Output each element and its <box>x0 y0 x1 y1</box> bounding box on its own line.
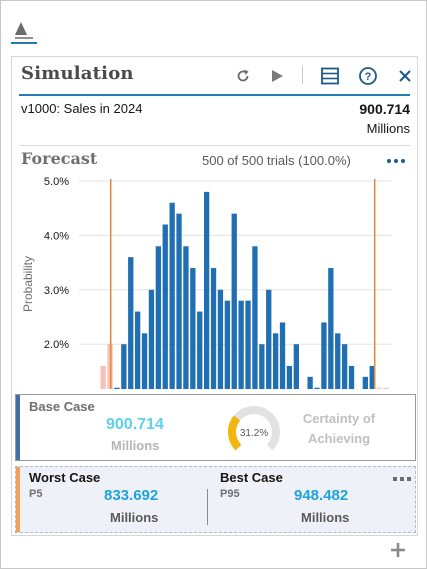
gauge-fill <box>228 415 242 451</box>
worst-best-separator <box>207 489 208 525</box>
certainty-label-line1: Certainty of <box>302 411 376 426</box>
chart-tab-icon <box>15 22 33 39</box>
histogram-bar <box>121 344 127 453</box>
histogram-bar <box>362 376 368 453</box>
histogram-bar <box>183 246 189 453</box>
y-axis-label: Probability <box>21 256 35 312</box>
header-separator <box>302 66 303 84</box>
add-icon <box>391 543 405 557</box>
worst-best-card[interactable]: Worst Case P5 833.692 Millions Best Case… <box>15 466 416 533</box>
histogram-bar <box>252 246 258 453</box>
variable-name: v1000: Sales in 2024 <box>21 101 143 116</box>
panel-header: Simulation <box>12 57 417 96</box>
histogram-bar <box>176 213 182 453</box>
y-tick-label: 2.0% <box>44 339 69 351</box>
y-tick-label: 4.0% <box>44 230 69 242</box>
forecast-title: Forecast <box>21 149 98 168</box>
section-divider <box>19 145 410 146</box>
best-case-percentile: P95 <box>220 488 240 500</box>
histogram-bar <box>272 333 279 453</box>
histogram-bar <box>376 387 382 453</box>
histogram-bar <box>245 300 251 453</box>
histogram-chart: 0.0%1.0%2.0%3.0%4.0%5.0% 819.9836.5853.2… <box>21 176 427 472</box>
histogram-bar <box>148 289 155 453</box>
histogram-bar <box>224 300 230 453</box>
forecast-more-button[interactable] <box>384 149 408 167</box>
base-case-card[interactable]: Base Case 900.714 Millions 31.2% Certain… <box>15 394 416 461</box>
table-view-icon <box>321 67 339 85</box>
help-icon: ? <box>359 67 377 85</box>
worst-best-more-button[interactable] <box>392 471 412 481</box>
histogram-bar <box>114 387 120 453</box>
variable-units: Millions <box>366 121 410 136</box>
histogram-bar <box>293 344 299 453</box>
histogram-bar <box>128 257 134 453</box>
play-icon <box>272 70 283 82</box>
worst-case-value: 833.692 <box>104 487 159 504</box>
forecast-chart: 0.0%1.0%2.0%3.0%4.0%5.0% 819.9836.5853.2… <box>12 169 427 472</box>
table-view-button[interactable] <box>319 65 341 87</box>
base-case-accent <box>16 395 20 460</box>
panel-title: Simulation <box>21 63 134 84</box>
histogram-bar <box>197 311 203 453</box>
histogram-bar <box>314 387 320 453</box>
histogram-bar <box>328 268 334 453</box>
histogram-bar <box>100 365 106 453</box>
y-tick-label: 3.0% <box>44 285 69 297</box>
histogram-bar <box>134 311 141 453</box>
histogram-bar <box>190 268 196 453</box>
histogram-bar <box>162 224 168 453</box>
histogram-bar <box>341 344 348 453</box>
histogram-bar <box>321 322 327 453</box>
simulation-panel: Simulation <box>11 56 427 536</box>
histogram-bar <box>217 289 224 453</box>
y-tick-label: 5.0% <box>44 176 69 188</box>
histogram-bar <box>203 191 210 453</box>
histogram-bar <box>383 387 389 453</box>
histogram-bar <box>238 300 244 453</box>
best-case-label: Best Case <box>220 470 283 485</box>
histogram-bar <box>286 365 293 453</box>
worst-case-percentile: P5 <box>29 488 43 500</box>
worst-best-accent <box>16 467 20 532</box>
active-tab-indicator <box>11 42 37 44</box>
chart-tab[interactable] <box>11 17 37 43</box>
worst-case-label: Worst Case <box>29 470 101 485</box>
certainty-percent: 31.2% <box>240 428 268 439</box>
base-case-units: Millions <box>111 438 160 453</box>
svg-text:?: ? <box>365 71 372 83</box>
histogram-bar <box>259 344 265 453</box>
histogram-bar <box>141 333 148 453</box>
close-icon <box>399 70 411 82</box>
histogram-bar <box>307 376 313 453</box>
more-horizontal-icon <box>393 477 411 481</box>
histogram-bar <box>348 365 355 453</box>
refresh-button[interactable] <box>232 65 254 87</box>
best-case-units: Millions <box>301 510 350 525</box>
add-button[interactable] <box>387 539 409 561</box>
play-button[interactable] <box>266 65 288 87</box>
worst-case-units: Millions <box>110 510 159 525</box>
header-accent-line <box>19 94 410 96</box>
certainty-gauge: 31.2% <box>224 403 284 453</box>
base-case-label: Base Case <box>29 399 95 414</box>
certainty-label-line2: Achieving <box>307 431 371 446</box>
histogram-bar <box>210 268 217 453</box>
more-horizontal-icon <box>387 159 405 163</box>
help-button[interactable]: ? <box>357 65 379 87</box>
trials-count: 500 of 500 trials (100.0%) <box>202 153 351 168</box>
histogram-bar <box>155 246 161 453</box>
certainty-label: Certainty of Achieving <box>294 409 384 449</box>
histogram-bar <box>335 333 341 453</box>
best-case-value: 948.482 <box>294 487 349 504</box>
histogram-bar <box>266 289 272 453</box>
histogram-bar <box>169 202 175 453</box>
variable-value: 900.714 <box>359 101 410 117</box>
close-button[interactable] <box>394 65 416 87</box>
histogram-bar <box>231 213 237 453</box>
histogram-bar <box>279 322 286 453</box>
base-case-value: 900.714 <box>106 416 164 433</box>
refresh-icon <box>237 69 249 82</box>
